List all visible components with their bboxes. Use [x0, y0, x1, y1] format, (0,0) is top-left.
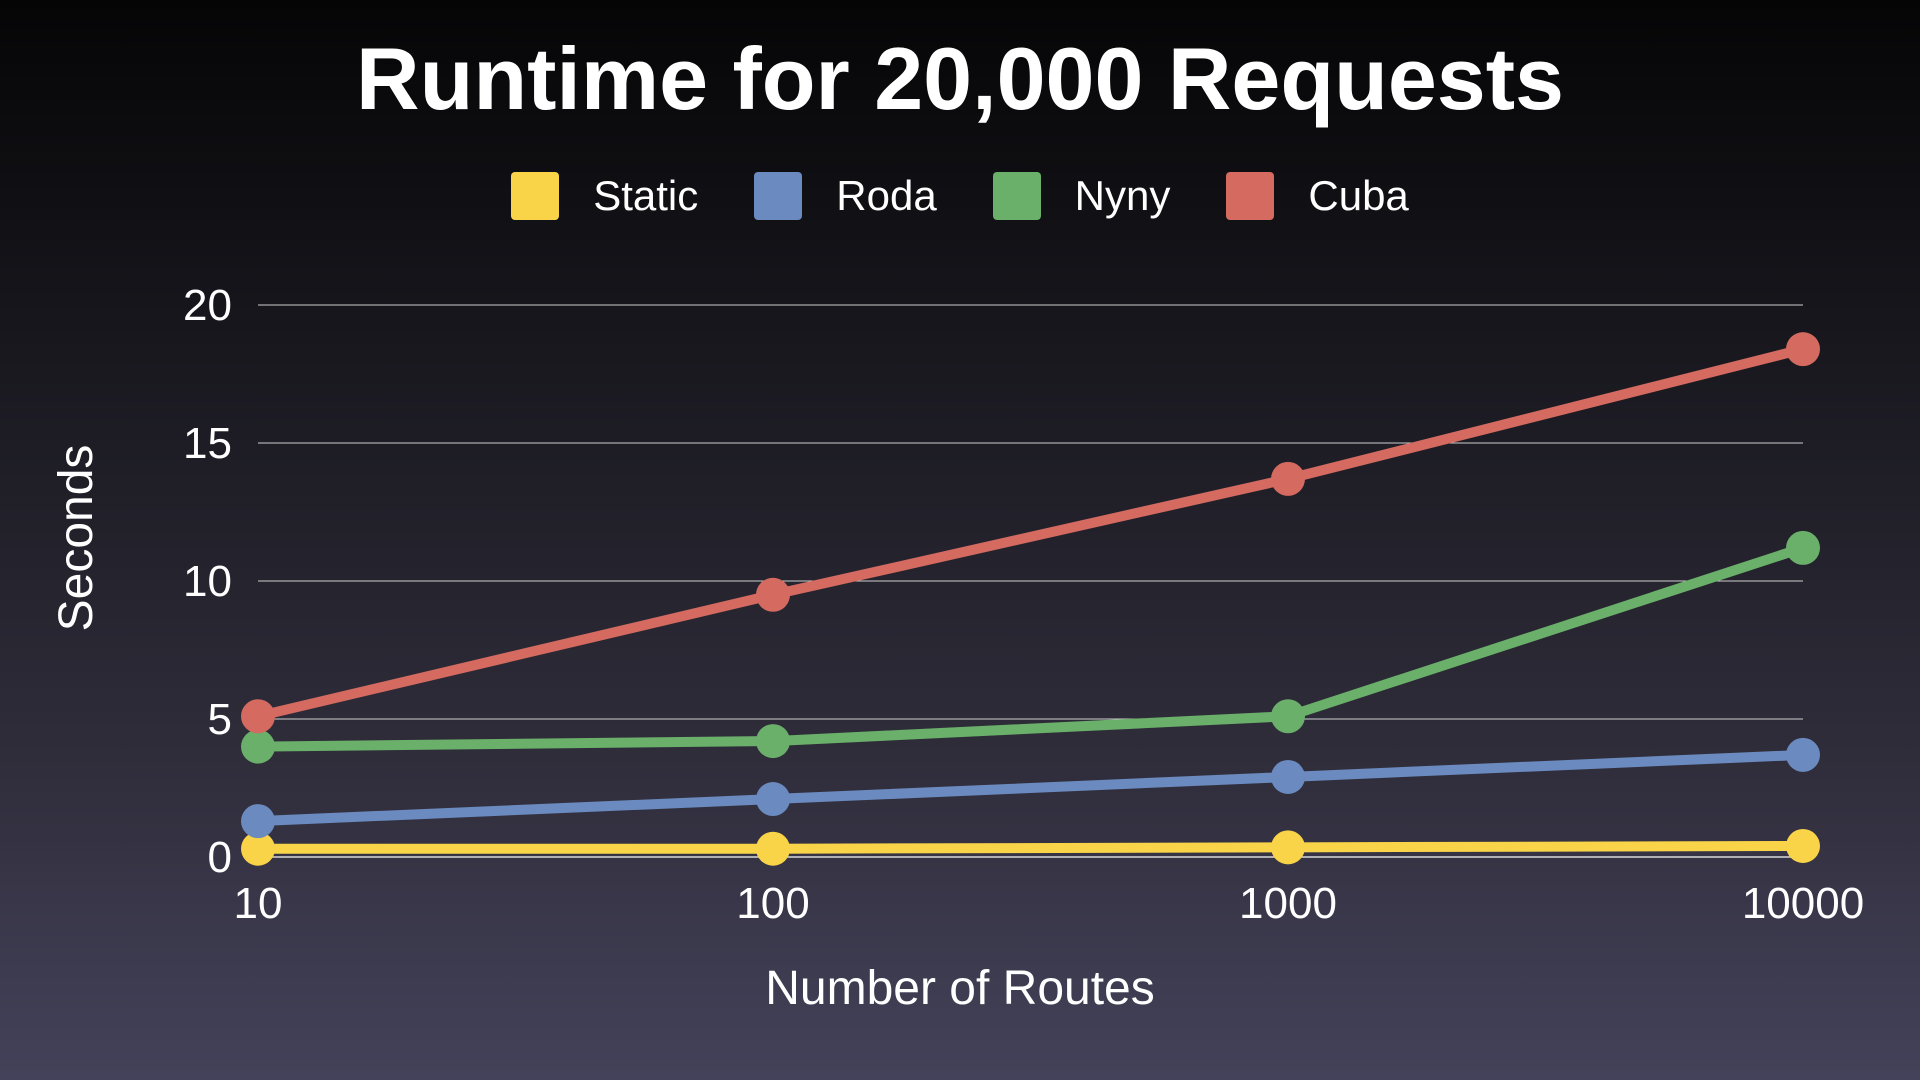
data-point: [241, 804, 275, 839]
data-point: [1271, 830, 1305, 865]
data-point: [756, 782, 790, 817]
y-tick-label: 10: [183, 557, 232, 606]
data-point: [756, 831, 790, 866]
data-point: [1271, 461, 1305, 496]
legend-label: Nyny: [1074, 172, 1171, 219]
data-point: [756, 577, 790, 612]
x-tick-label: 10: [234, 879, 283, 928]
data-point: [1786, 828, 1820, 863]
legend-label: Static: [593, 172, 699, 219]
y-tick-label: 0: [208, 833, 232, 882]
y-tick-label: 20: [183, 281, 232, 330]
chart-title: Runtime for 20,000 Requests: [356, 29, 1564, 128]
legend-swatch: [511, 172, 560, 220]
x-tick-label: 100: [736, 879, 809, 928]
data-point: [1786, 332, 1820, 367]
series-lines: [241, 332, 1820, 866]
y-tick-label: 5: [208, 695, 232, 744]
series-line: [253, 344, 1808, 722]
x-tick-label: 1000: [1239, 879, 1337, 928]
data-point: [241, 729, 275, 764]
grid-lines: [258, 304, 1803, 858]
data-point: [1271, 759, 1305, 794]
data-point: [241, 699, 275, 734]
chart-legend: Static Roda Nyny Cuba: [0, 172, 1920, 220]
legend-label: Cuba: [1308, 172, 1409, 219]
legend-item-roda: Roda: [754, 172, 937, 220]
y-axis-title: Seconds: [50, 445, 103, 632]
data-point: [1786, 530, 1820, 565]
x-axis-title: Number of Routes: [765, 962, 1155, 1015]
data-point: [1786, 737, 1820, 772]
series-cuba: [241, 332, 1820, 734]
data-point: [1271, 699, 1305, 734]
series-line: [253, 840, 1808, 854]
data-point: [756, 724, 790, 759]
legend-label: Roda: [836, 172, 937, 219]
legend-item-nyny: Nyny: [992, 172, 1171, 220]
legend-item-cuba: Cuba: [1226, 172, 1409, 220]
series-nyny: [241, 530, 1820, 764]
series-roda: [241, 737, 1820, 839]
series-line: [253, 749, 1808, 827]
y-axis-ticks: 0 5 10 15 20: [183, 281, 232, 882]
x-tick-label: 10000: [1742, 879, 1864, 928]
series-static: [241, 828, 1820, 866]
legend-swatch: [1226, 172, 1275, 220]
legend-swatch: [754, 172, 803, 220]
x-axis-ticks: 10 100 1000 10000: [234, 879, 1865, 928]
data-point: [241, 831, 275, 866]
legend-swatch: [992, 172, 1041, 220]
y-tick-label: 15: [183, 419, 232, 468]
legend-item-static: Static: [511, 172, 698, 220]
series-line: [253, 542, 1808, 752]
